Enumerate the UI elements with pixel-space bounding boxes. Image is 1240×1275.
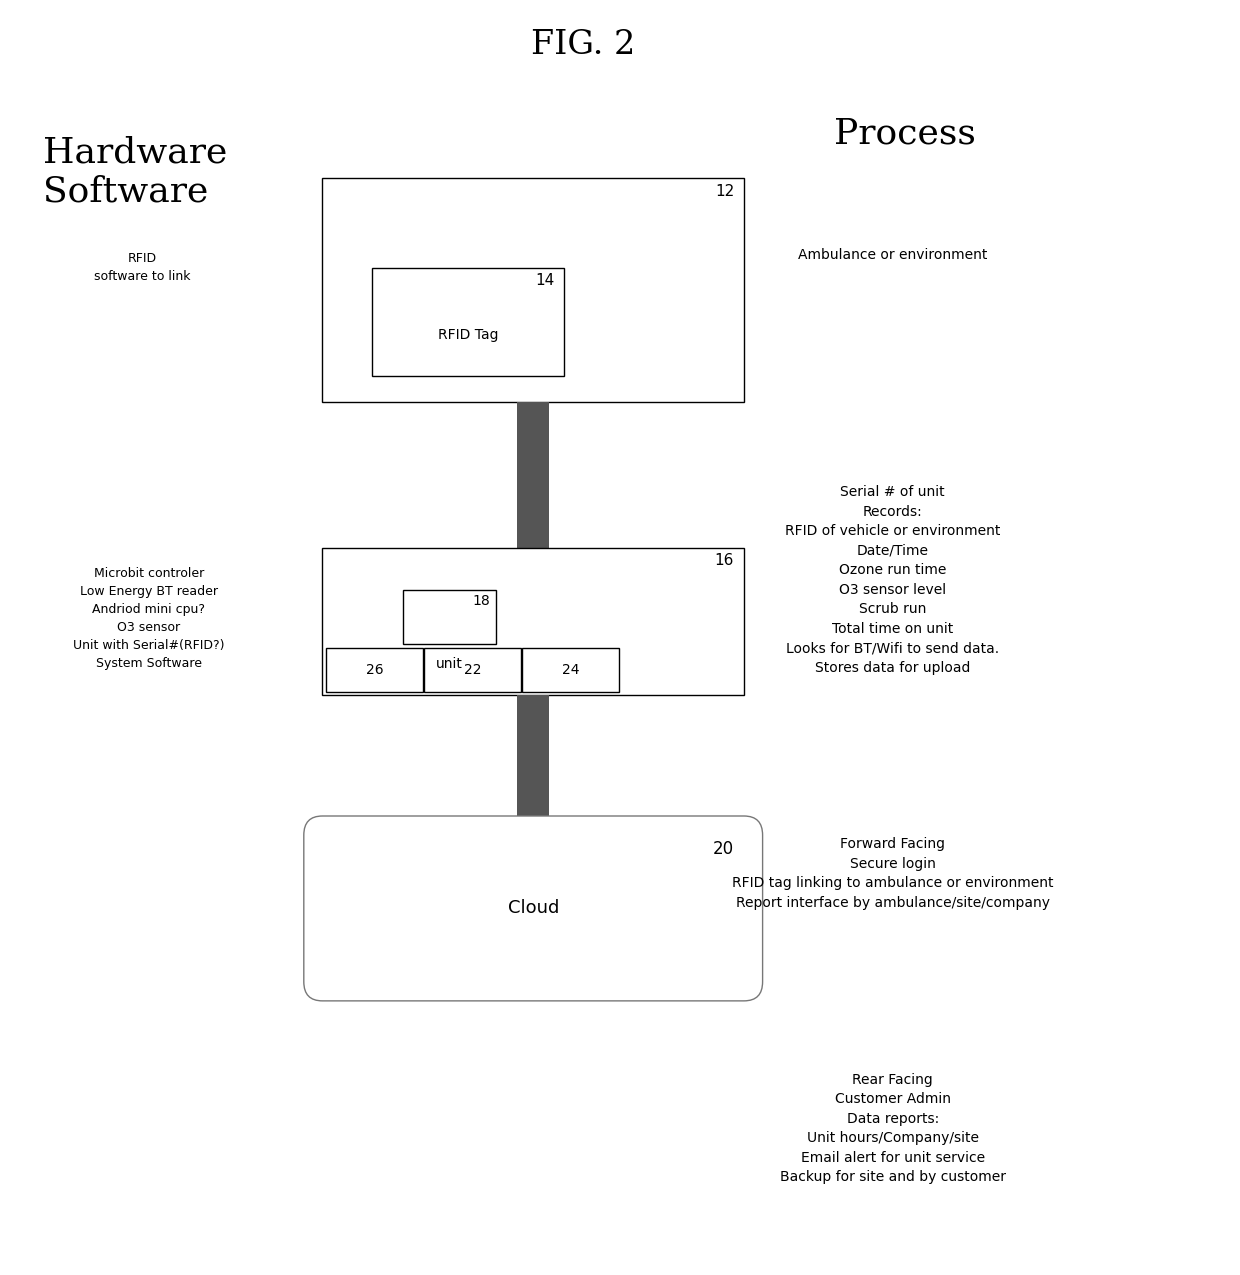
- Text: 18: 18: [472, 594, 490, 608]
- Text: 20: 20: [713, 840, 734, 858]
- Text: Rear Facing
Customer Admin
Data reports:
Unit hours/Company/site
Email alert for: Rear Facing Customer Admin Data reports:…: [780, 1072, 1006, 1184]
- Text: 22: 22: [464, 663, 481, 677]
- Text: 16: 16: [714, 553, 734, 569]
- FancyBboxPatch shape: [304, 816, 763, 1001]
- Text: 26: 26: [366, 663, 383, 677]
- Bar: [326, 648, 423, 692]
- Text: 12: 12: [714, 184, 734, 199]
- Text: Process: Process: [835, 117, 976, 150]
- Text: Serial # of unit
Records:
RFID of vehicle or environment
Date/Time
Ozone run tim: Serial # of unit Records: RFID of vehicl…: [785, 486, 1001, 674]
- Text: Microbit controler
Low Energy BT reader
Andriod mini cpu?
O3 sensor
Unit with Se: Microbit controler Low Energy BT reader …: [73, 567, 224, 669]
- Bar: [424, 648, 521, 692]
- Text: unit: unit: [436, 657, 463, 671]
- Bar: [522, 648, 619, 692]
- Bar: [403, 590, 496, 644]
- Text: Cloud: Cloud: [507, 899, 559, 918]
- Text: Hardware
Software: Hardware Software: [43, 135, 228, 209]
- Text: RFID Tag: RFID Tag: [438, 328, 498, 342]
- Bar: [517, 402, 549, 548]
- Text: RFID
software to link: RFID software to link: [94, 252, 191, 283]
- Text: Forward Facing
Secure login
RFID tag linking to ambulance or environment
Report : Forward Facing Secure login RFID tag lin…: [732, 838, 1054, 909]
- Text: Ambulance or environment: Ambulance or environment: [799, 249, 987, 261]
- Text: 24: 24: [562, 663, 579, 677]
- Bar: [372, 268, 564, 376]
- Text: FIG. 2: FIG. 2: [531, 28, 635, 61]
- Bar: [322, 179, 744, 402]
- Bar: [322, 548, 744, 695]
- Text: 14: 14: [534, 273, 554, 288]
- Bar: [517, 695, 549, 835]
